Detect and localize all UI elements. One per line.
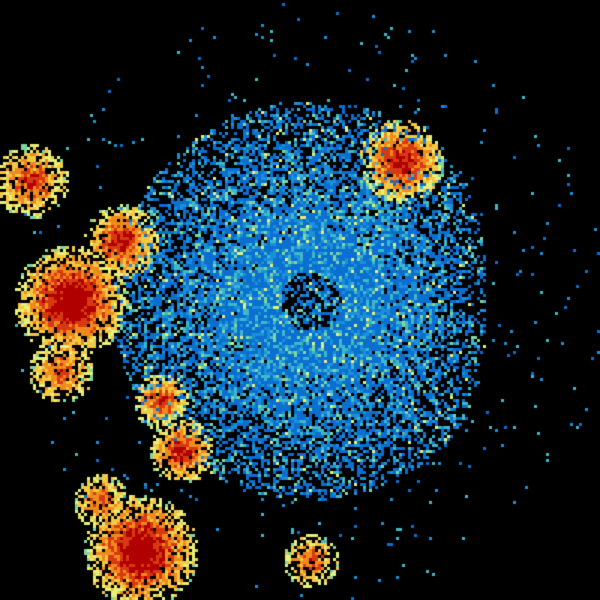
radar-image [0,0,600,600]
